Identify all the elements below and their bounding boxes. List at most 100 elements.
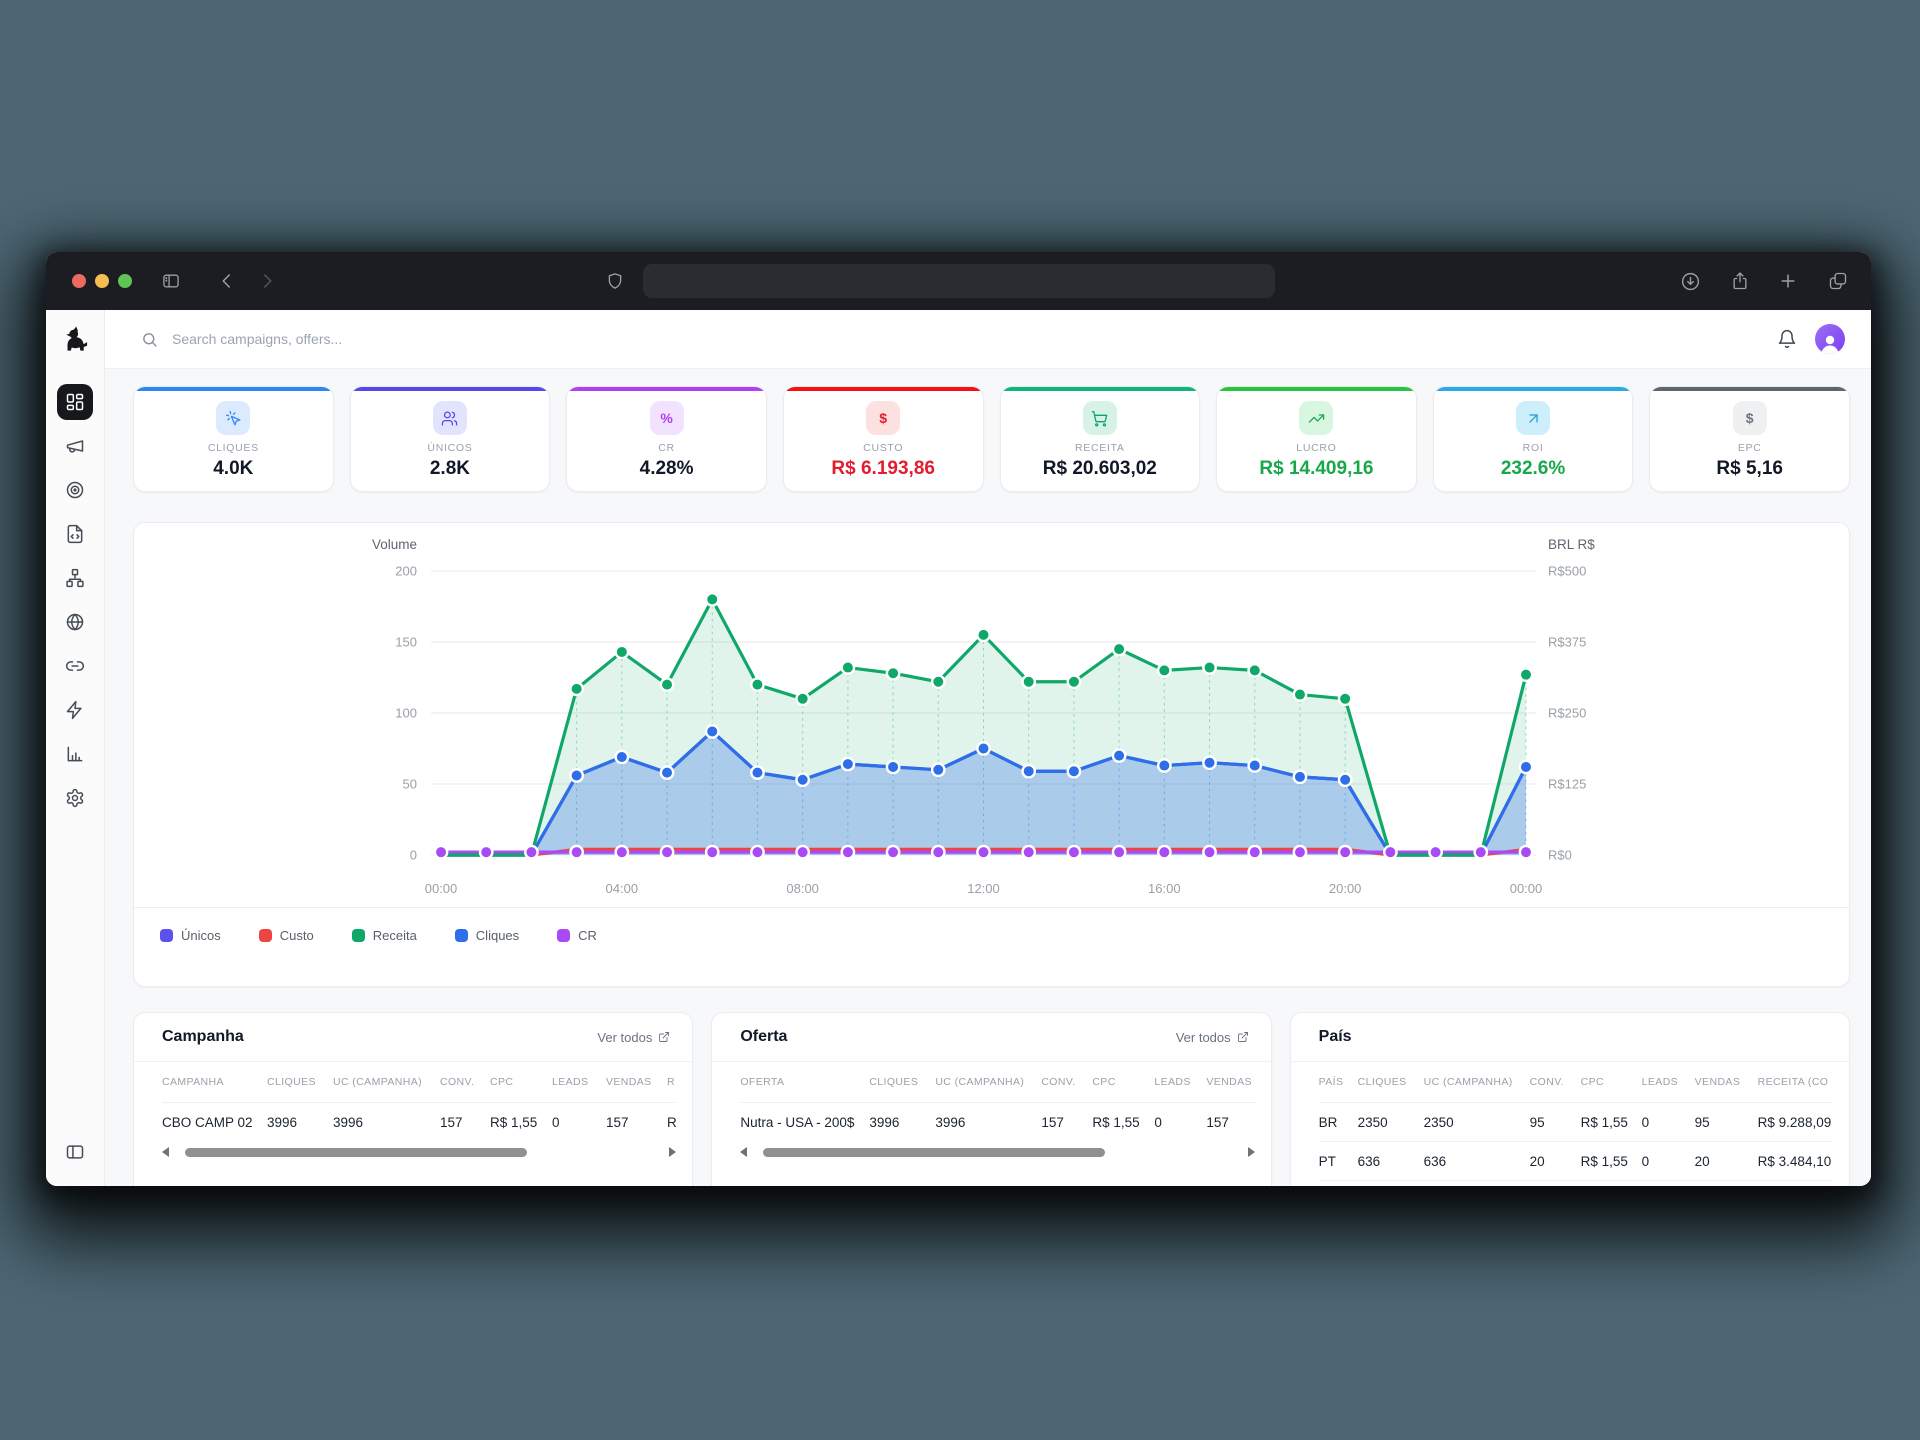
scroll-right-icon[interactable]: [1247, 1147, 1255, 1157]
kpi-accent-bar: [1433, 387, 1633, 391]
file-code-icon: [67, 524, 83, 544]
table-row[interactable]: Nutra - USA - 200$ 3996 3996 157 R$ 1,55 0 157: [740, 1102, 1255, 1141]
sidebar-item-file-code[interactable]: [57, 516, 93, 552]
table-cell: CAMPANHA: [162, 1076, 224, 1088]
share-button[interactable]: [1727, 268, 1753, 294]
chart-right-axis: BRL R$ R$500 R$375 R$250 R$125 R$0: [1536, 537, 1616, 871]
download-icon: [1681, 272, 1699, 290]
table-cell: CLIQUES: [267, 1076, 316, 1088]
kpi-accent-bar: [783, 387, 983, 391]
horizontal-scrollbar[interactable]: [162, 1143, 677, 1161]
downloads-button[interactable]: [1677, 268, 1703, 294]
table-cell: 3996: [935, 1114, 966, 1130]
browser-sidebar-toggle-button[interactable]: [158, 268, 184, 294]
chart-x-axis: 00:00 04:00 08:00 12:00 16:00 20:00 00:00: [425, 871, 1543, 899]
back-button[interactable]: [214, 268, 240, 294]
kpi-card[interactable]: $ CUSTO R$ 6.193,86: [782, 386, 984, 492]
zoom-window-button[interactable]: [118, 274, 132, 288]
table-cell: 95: [1529, 1114, 1545, 1130]
kpi-card[interactable]: $ EPC R$ 5,16: [1649, 386, 1850, 492]
table-cell: LEADS: [552, 1076, 589, 1088]
kpi-card[interactable]: ROI 232.6%: [1432, 386, 1634, 492]
sidebar-item-target[interactable]: [57, 472, 93, 508]
avatar[interactable]: [1815, 324, 1845, 354]
sidebar-item-settings[interactable]: [57, 780, 93, 816]
table-cell: 0: [552, 1114, 560, 1130]
table-cell: 2350: [1423, 1114, 1454, 1130]
forward-button[interactable]: [254, 268, 280, 294]
legend-item[interactable]: Únicos: [160, 928, 221, 943]
kpi-card[interactable]: LUCRO R$ 14.409,16: [1216, 386, 1417, 492]
sidebar-item-zap[interactable]: [57, 692, 93, 728]
left-axis-tick: 150: [395, 634, 417, 650]
sidebar-item-megaphone[interactable]: [57, 428, 93, 464]
kpi-card[interactable]: % CR 4.28%: [566, 386, 767, 492]
url-bar[interactable]: [643, 264, 1275, 298]
sidebar-collapse-button[interactable]: [57, 1134, 93, 1170]
table-header-row: CAMPANHA CLIQUES UC (CAMPANHA) CONV. CPC LEAD…: [162, 1062, 676, 1102]
kpi-icon-chip: [1516, 401, 1551, 435]
kpi-value: 4.0K: [213, 458, 254, 479]
share-icon: [1733, 272, 1747, 290]
search-input[interactable]: [170, 330, 1765, 348]
sidebar-item-globe[interactable]: [57, 604, 93, 640]
settings-icon: [66, 788, 84, 808]
scrollbar-thumb[interactable]: [184, 1147, 527, 1157]
kpi-card[interactable]: RECEITA R$ 20.603,02: [999, 386, 1201, 492]
kpi-label: CLIQUES: [207, 442, 259, 454]
kpi-value: R$ 5,16: [1716, 458, 1783, 479]
target-icon: [66, 481, 84, 499]
table-title: Campanha: [162, 1028, 244, 1045]
horizontal-scrollbar[interactable]: [740, 1143, 1255, 1161]
legend-item[interactable]: Receita: [351, 928, 417, 943]
kpi-icon-chip: [1082, 401, 1117, 435]
kpi-card[interactable]: ÚNICOS 2.8K: [349, 386, 551, 492]
legend-item[interactable]: CR: [557, 928, 597, 943]
users-icon: [442, 410, 458, 426]
scroll-left-icon[interactable]: [740, 1147, 748, 1157]
sidebar-rail: [46, 310, 105, 1186]
table-cell: LEADS: [1641, 1076, 1679, 1088]
table-row[interactable]: PT 636 636 20 R$ 1,55 0 20 R$ 3.484,10: [1318, 1141, 1833, 1180]
scrollbar-track[interactable]: [175, 1147, 663, 1157]
privacy-shield-button[interactable]: [602, 268, 628, 294]
traffic-chart[interactable]: [431, 561, 1536, 871]
notifications-button[interactable]: [1777, 329, 1797, 349]
table-card-campanha: Campanha Ver todos CAMPANHA CLIQUES UC (CA…: [133, 1012, 694, 1186]
traffic-chart-card: Volume 200 150 100 50 0 BRL R$ R$500 R$375 R$2…: [133, 522, 1850, 987]
legend-item[interactable]: Custo: [258, 928, 314, 943]
see-all-link[interactable]: Ver todos: [1176, 1030, 1249, 1045]
table-header-row: PAÍS CLIQUES UC (CAMPANHA) CONV. CPC LEADS VEN…: [1319, 1062, 1833, 1102]
left-axis-tick: 100: [395, 705, 417, 721]
new-tab-button[interactable]: [1775, 268, 1801, 294]
sidebar-item-bar-chart[interactable]: [57, 736, 93, 772]
table-row[interactable]: CBO CAMP 02 3996 3996 157 R$ 1,55 0 157 R: [162, 1102, 677, 1141]
kpi-card[interactable]: CLIQUES 4.0K: [133, 386, 334, 492]
tab-overview-button[interactable]: [1825, 268, 1851, 294]
table-cell: R$ 1,55: [1092, 1114, 1140, 1130]
app-logo[interactable]: [46, 310, 104, 368]
scrollbar-track[interactable]: [753, 1147, 1241, 1157]
scroll-left-icon[interactable]: [162, 1147, 169, 1157]
table-cell: 0: [1641, 1153, 1650, 1169]
legend-swatch: [454, 928, 468, 942]
scroll-right-icon[interactable]: [669, 1147, 677, 1157]
close-window-button[interactable]: [72, 274, 86, 288]
table-cell: R$ 9.288,09: [1757, 1114, 1832, 1130]
table-card-pais: País PAÍS CLIQUES UC (CAMPANHA) CONV. CPC LEA…: [1289, 1012, 1850, 1186]
legend-item[interactable]: Cliques: [454, 928, 519, 943]
table-cell: 636: [1423, 1153, 1447, 1169]
legend-swatch: [557, 928, 571, 942]
sidebar-item-link[interactable]: [57, 648, 93, 684]
see-all-link[interactable]: Ver todos: [597, 1030, 670, 1045]
scrollbar-thumb[interactable]: [763, 1147, 1105, 1157]
left-axis-tick: 200: [395, 563, 417, 579]
table-cell: VENDAS: [1206, 1076, 1252, 1088]
kpi-label: EPC: [1737, 442, 1762, 454]
sidebar-item-layout-grid[interactable]: [57, 384, 93, 420]
browser-titlebar: [46, 252, 1871, 310]
minimize-window-button[interactable]: [95, 274, 109, 288]
table-row[interactable]: BR 2350 2350 95 R$ 1,55 0 95 R$ 9.288,09: [1318, 1102, 1833, 1141]
trend-up-icon: [1308, 413, 1325, 423]
sidebar-item-network[interactable]: [57, 560, 93, 596]
